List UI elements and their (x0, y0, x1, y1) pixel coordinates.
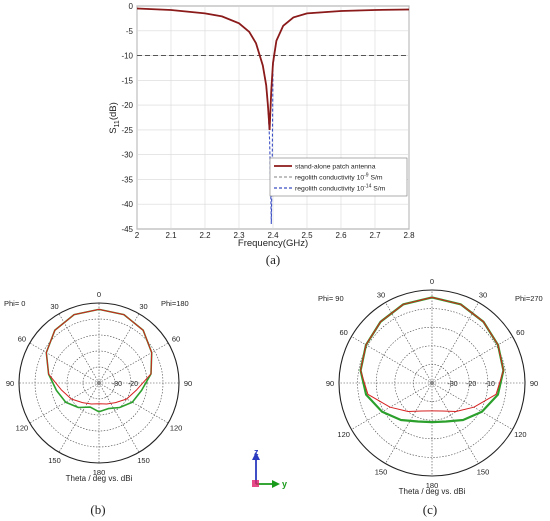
svg-text:S11(dB): S11(dB) (108, 102, 121, 134)
x-tick-labels: 2 2.1 2.2 2.3 2.4 2.5 2.6 2.7 2.8 (135, 231, 415, 240)
y-tick-label: -45 (121, 225, 133, 234)
x-tick-label: 2.4 (267, 231, 279, 240)
grid-spoke (29, 342, 100, 384)
angle-label: 30 (50, 302, 58, 311)
ring-label: -20 (128, 381, 138, 388)
y-axis-label-icon: y (282, 479, 287, 489)
angle-label: 150 (48, 456, 61, 465)
angle-label: 0 (97, 290, 101, 299)
angle-label: 180 (93, 468, 106, 477)
pattern-red (360, 296, 504, 412)
y-tick-label: -35 (121, 175, 133, 184)
angle-label: 120 (337, 430, 350, 439)
phi-right-label: Phi=180 (161, 299, 189, 308)
grid-spoke (98, 342, 169, 384)
phi-right-label: Phi=270 (515, 294, 543, 303)
y-tick-label: 0 (129, 2, 134, 11)
center-dot (96, 380, 102, 386)
x-tick-label: 2.5 (301, 231, 313, 240)
grid-ring (357, 308, 507, 458)
angle-label: 90 (326, 379, 334, 388)
caption-c: (c) (423, 502, 437, 517)
series-line-1 (136, 7, 410, 130)
grid-spoke (431, 382, 513, 430)
grid-spoke (29, 382, 100, 424)
caption-b: (b) (90, 502, 105, 517)
x-tick-label: 2.8 (403, 231, 415, 240)
ring-label: -30 (448, 381, 458, 388)
angle-label: 90 (184, 379, 192, 388)
y-tick-labels: 0 -5 -10 -15 -20 -25 -30 -35 -40 -45 (121, 2, 133, 234)
y-tick-label: -20 (121, 101, 133, 110)
x-axis-label: Frequency(GHz) (238, 238, 308, 249)
grid-spoke (58, 313, 100, 384)
legend-entry-3: regolith conductivity 10-14 S/m (295, 184, 386, 193)
grid-ring (375, 326, 489, 440)
polar-axis-label: Theta / deg vs. dBi (66, 474, 133, 483)
polar-axis-label: Theta / deg vs. dBi (399, 487, 466, 496)
angle-label: 0 (430, 277, 434, 286)
polar-plot: 0 30 60 90 120 150 180 150 120 90 60 30 -30 -20 -10 (326, 277, 538, 490)
s11-chart: 2 2.1 2.2 2.3 2.4 2.5 2.6 2.7 2.8 0 -5 -10 -15 -20 -2… (108, 2, 415, 267)
grid-spoke (431, 302, 479, 384)
radiation-pattern-phi0: 0 30 60 90 120 150 180 150 120 90 60 30 -30 -20 Phi= … (4, 290, 192, 517)
angle-label: 150 (137, 456, 150, 465)
y-tick-label: -10 (121, 52, 133, 61)
coordinate-axes-icon: z y (252, 447, 287, 489)
center-dot (429, 380, 435, 386)
x-tick-label: 2.7 (369, 231, 381, 240)
grid-spoke (385, 302, 433, 384)
y-tick-label: -30 (121, 151, 133, 160)
y-tick-label: -15 (121, 76, 133, 85)
angle-label: 30 (139, 302, 147, 311)
y-tick-label: -40 (121, 200, 133, 209)
x-tick-label: 2 (135, 231, 140, 240)
radiation-pattern-phi90: 0 30 60 90 120 150 180 150 120 90 60 30 -30 -20 -10 Ph… (318, 277, 543, 517)
x-tick-label: 2.1 (165, 231, 177, 240)
grid-spoke (98, 382, 140, 453)
grid-spoke (98, 313, 140, 384)
x-tick-label: 2.3 (233, 231, 245, 240)
ring-label: -30 (112, 381, 122, 388)
polar-plot: 0 30 60 90 120 150 180 150 120 90 60 30 -30 -20 (6, 290, 192, 477)
angle-label: 150 (477, 467, 490, 476)
x-tick-label: 2.2 (199, 231, 211, 240)
angle-label: 30 (479, 291, 487, 300)
y-tick-label: -5 (126, 27, 134, 36)
angle-label: 60 (18, 335, 26, 344)
ring-label: -10 (485, 381, 495, 388)
x-tick-label: 2.6 (335, 231, 347, 240)
phi-left-label: Phi= 90 (318, 294, 344, 303)
angle-label: 60 (172, 335, 180, 344)
angle-label: 30 (377, 291, 385, 300)
grid-spoke (385, 382, 433, 464)
angle-label: 120 (170, 424, 183, 433)
grid-ring (66, 350, 132, 416)
z-axis-label: z (254, 447, 259, 457)
legend-entry-1: stand-alone patch antenna (295, 164, 376, 171)
angle-label: 180 (426, 481, 439, 490)
y-axis-label: S11(dB) (108, 102, 121, 134)
caption-a: (a) (266, 252, 280, 267)
angle-label: 60 (516, 328, 524, 337)
angle-label: 90 (6, 379, 14, 388)
legend: stand-alone patch antenna regolith condu… (269, 157, 408, 197)
grid-spoke (351, 336, 433, 384)
angle-label: 120 (514, 430, 527, 439)
grid-spoke (431, 382, 479, 464)
grid-spoke (58, 382, 100, 453)
y-tick-label: -25 (121, 126, 133, 135)
grid-spoke (431, 336, 513, 384)
pattern-red (45, 308, 153, 405)
phi-left-label: Phi= 0 (4, 299, 25, 308)
legend-entry-2: regolith conductivity 10-9 S/m (295, 173, 383, 182)
angle-label: 150 (375, 467, 388, 476)
angle-label: 90 (530, 379, 538, 388)
angle-label: 120 (16, 424, 29, 433)
ring-label: -20 (466, 381, 476, 388)
grid-spoke (98, 382, 169, 424)
grid-spoke (351, 382, 433, 430)
angle-label: 60 (339, 328, 347, 337)
